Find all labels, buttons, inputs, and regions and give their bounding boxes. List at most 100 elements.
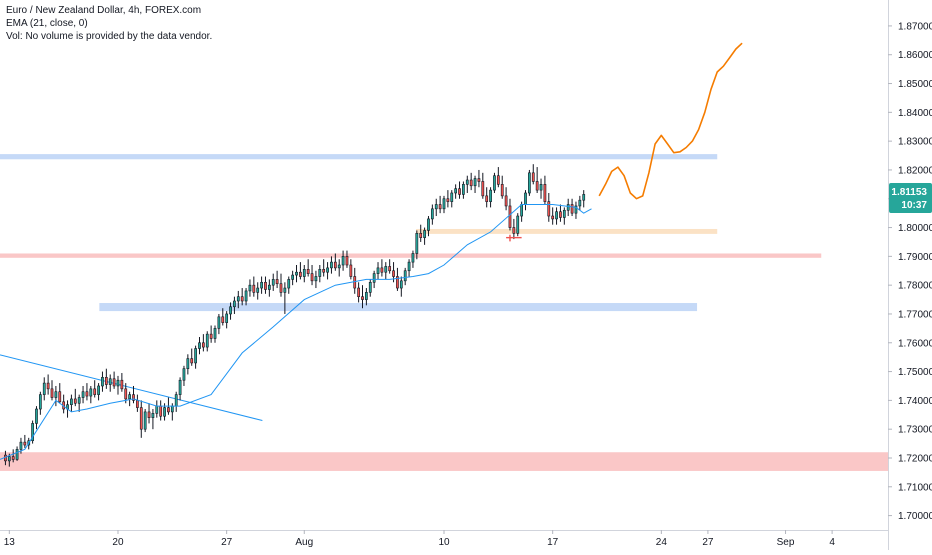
candle — [306, 259, 310, 277]
candle — [38, 391, 42, 415]
time-axis[interactable]: 13 20 27 Aug 10 17 24 27 Sep 4 — [4, 530, 836, 548]
candle-body — [516, 215, 520, 234]
candle — [236, 290, 240, 309]
ema-indicator-label[interactable]: EMA (21, close, 0) — [6, 18, 88, 29]
candle-body — [240, 296, 244, 302]
candle-body — [411, 253, 415, 263]
candle — [396, 267, 399, 291]
candle — [295, 265, 298, 283]
candle-body — [302, 269, 306, 277]
candle-body — [167, 407, 170, 413]
zone-blue-3 — [99, 303, 698, 312]
candle — [380, 259, 384, 277]
volume-label: Vol: No volume is provided by the data v… — [6, 31, 213, 42]
price-badge-countdown: 10:37 — [901, 200, 927, 211]
candle — [349, 259, 353, 280]
candle — [143, 409, 147, 433]
candle-body — [376, 267, 380, 274]
candle — [500, 175, 504, 199]
price-tick-label: 1.86000 — [898, 50, 932, 61]
candle — [411, 250, 415, 268]
candle-body — [570, 204, 574, 214]
candle-body — [124, 388, 128, 400]
candle — [139, 400, 143, 438]
trendline-layer — [0, 354, 263, 422]
candle — [407, 259, 411, 277]
candle-body — [163, 407, 166, 417]
candle-body — [551, 215, 555, 220]
candle — [384, 262, 388, 280]
candle-body — [205, 333, 209, 348]
candle — [446, 190, 450, 208]
candle-body — [256, 287, 260, 293]
time-tick-label: 13 — [4, 537, 16, 548]
candle — [291, 270, 295, 286]
candle — [559, 204, 562, 222]
candle — [81, 385, 85, 404]
time-tick-label: 4 — [829, 537, 835, 548]
candle-body — [504, 195, 508, 207]
candle — [551, 207, 555, 225]
candle-body — [93, 388, 97, 395]
candle — [578, 195, 582, 211]
candle-body — [512, 227, 516, 234]
candle — [543, 175, 547, 205]
candle — [516, 213, 520, 237]
candle-body — [442, 198, 446, 210]
candle — [85, 383, 89, 401]
candle-body — [15, 449, 19, 460]
candle-body — [365, 292, 368, 300]
time-tick-label: 24 — [656, 537, 668, 548]
candle — [419, 224, 423, 242]
candle-body — [403, 270, 407, 282]
candle-body — [399, 280, 403, 289]
candle-body — [333, 261, 337, 269]
candle — [252, 276, 256, 297]
candle — [539, 178, 543, 199]
candle-body — [31, 423, 34, 442]
candle-body — [299, 271, 302, 277]
candle-body — [85, 391, 89, 397]
candle-body — [202, 342, 205, 348]
candle — [287, 276, 291, 294]
candle — [357, 282, 360, 303]
price-tick-label: 1.78000 — [898, 281, 932, 292]
candle-body — [493, 175, 496, 191]
candle — [547, 192, 551, 222]
candle — [112, 371, 116, 389]
symbol-title[interactable]: Euro / New Zealand Dollar, 4h, FOREX.com — [6, 5, 202, 16]
price-tick-label: 1.72000 — [898, 453, 932, 464]
candle — [31, 420, 34, 444]
candle-body — [368, 281, 372, 293]
candle — [434, 198, 438, 217]
candle — [35, 406, 38, 430]
candle-body — [500, 184, 504, 197]
candle-body — [446, 198, 450, 202]
candle-body — [582, 194, 586, 201]
chart-legend: Euro / New Zealand Dollar, 4h, FOREX.com… — [6, 4, 212, 43]
candle — [493, 172, 496, 193]
price-badge-price: 1.81153 — [891, 187, 927, 198]
candle — [473, 175, 477, 193]
candle — [388, 259, 392, 274]
projection-path — [598, 42, 743, 200]
candle-body — [485, 195, 489, 202]
candle-body — [46, 382, 50, 390]
candle-body — [159, 405, 163, 417]
price-tick-label: 1.71000 — [898, 482, 932, 493]
candle-body — [104, 377, 108, 385]
price-tick-label: 1.84000 — [898, 108, 932, 119]
candle — [89, 385, 93, 404]
candle-body — [248, 284, 252, 292]
price-axis[interactable]: 1.87000 1.86000 1.85000 1.84000 1.83000 1.820… — [888, 21, 932, 522]
candle-body — [361, 296, 364, 300]
candle — [582, 190, 586, 208]
price-tick-label: 1.74000 — [898, 396, 932, 407]
candle-body — [508, 205, 512, 228]
candle — [566, 198, 570, 217]
price-tick-label: 1.70000 — [898, 511, 932, 522]
price-tick-label: 1.87000 — [898, 21, 932, 32]
candle-body — [190, 358, 194, 364]
candle-body — [97, 385, 100, 395]
candle — [454, 184, 458, 199]
